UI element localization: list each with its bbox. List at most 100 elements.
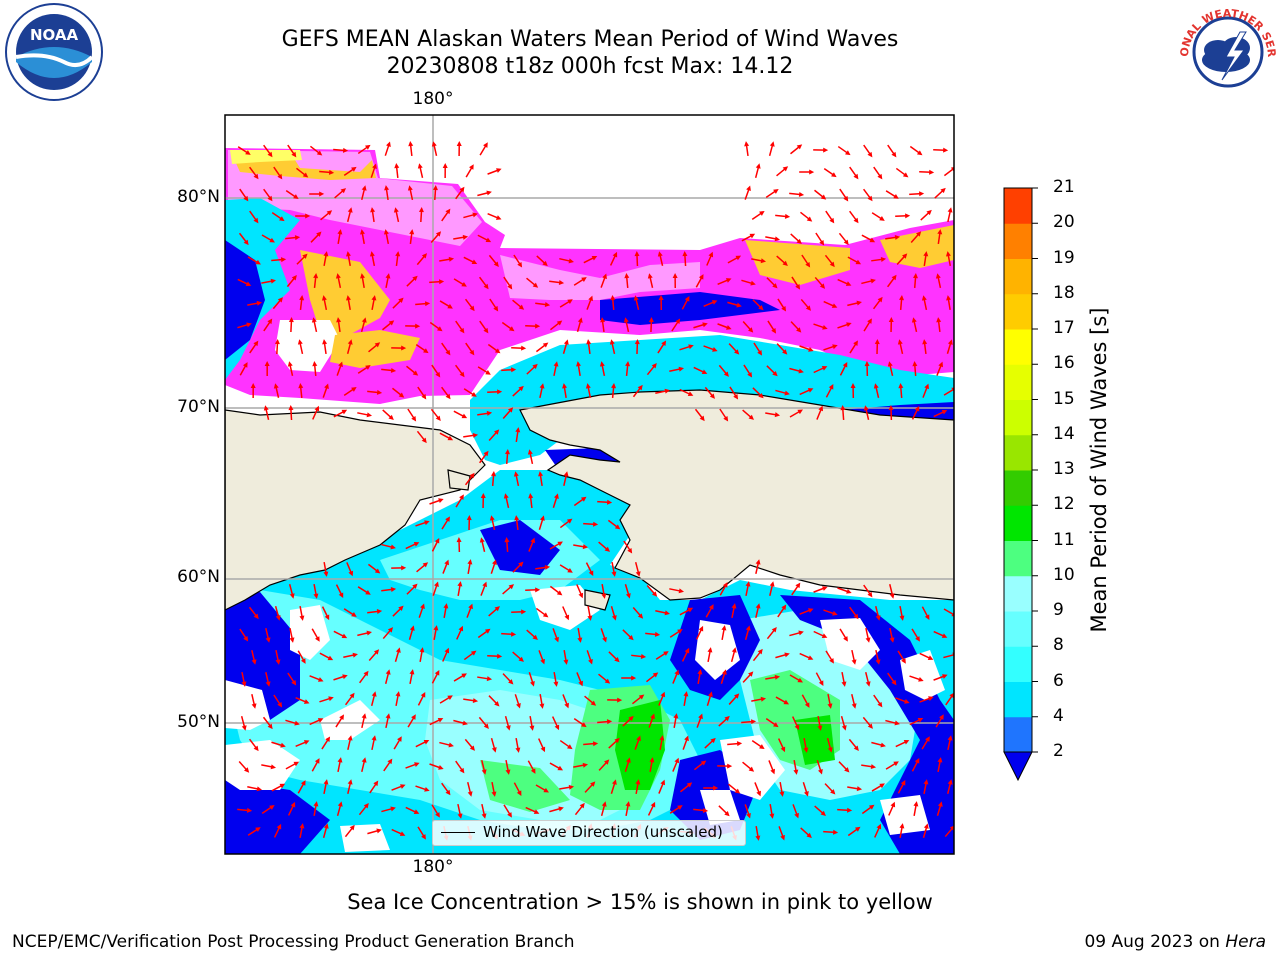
- wind-wave-arrowhead: [846, 322, 852, 328]
- wind-wave-arrowhead: [314, 758, 320, 764]
- wind-wave-arrowhead: [351, 386, 357, 392]
- wind-wave-arrowhead: [316, 150, 323, 156]
- wind-wave-arrowhead: [588, 570, 594, 577]
- wind-wave-arrowhead: [517, 261, 523, 268]
- wind-wave-arrow: [779, 781, 783, 795]
- wind-wave-arrowhead: [923, 779, 929, 785]
- wind-wave-arrowhead: [369, 251, 375, 257]
- colorbar-segment: [1004, 681, 1032, 718]
- wind-wave-arrowhead: [321, 295, 327, 301]
- wind-wave-arrow: [923, 781, 928, 795]
- wind-wave-arrow: [334, 189, 345, 199]
- wind-wave-arrowhead: [424, 301, 431, 307]
- wind-wave-arrow: [573, 544, 586, 548]
- wind-wave-arrowhead: [876, 823, 882, 830]
- wind-wave-arrowhead: [289, 593, 295, 599]
- wind-wave-arrow: [271, 258, 284, 262]
- wind-wave-arrow: [311, 760, 319, 772]
- wind-wave-arrowhead: [539, 515, 545, 521]
- wind-wave-arrowhead: [511, 631, 517, 637]
- wind-wave-arrowhead: [483, 142, 488, 148]
- wind-wave-arrowhead: [708, 604, 714, 610]
- wind-wave-arrow: [289, 627, 294, 641]
- wind-wave-arrowhead: [276, 823, 282, 830]
- wind-wave-arrowhead: [845, 281, 852, 286]
- wind-wave-arrowhead: [401, 565, 407, 571]
- wind-wave-arrow: [295, 697, 308, 703]
- wind-wave-arrowhead: [818, 405, 824, 412]
- wind-wave-arrowhead: [287, 361, 293, 367]
- wind-wave-arrowhead: [945, 251, 951, 257]
- wind-wave-arrowhead: [614, 524, 621, 530]
- wind-wave-arrow: [693, 323, 706, 329]
- wind-wave-arrow: [752, 650, 762, 662]
- wind-wave-arrowhead: [471, 392, 477, 397]
- wind-wave-arrow: [343, 167, 355, 177]
- wind-wave-arrowhead: [420, 691, 426, 698]
- wind-wave-arrow: [669, 630, 681, 638]
- wind-wave-arrow: [729, 386, 738, 398]
- wind-wave-arrowhead: [899, 295, 905, 301]
- wind-wave-arrowhead: [279, 216, 285, 222]
- wind-wave-arrow: [273, 826, 281, 838]
- wind-wave-arrowhead: [263, 405, 269, 411]
- wind-wave-arrowhead: [921, 295, 927, 301]
- wind-wave-arrowhead: [365, 144, 371, 150]
- wind-wave-arrowhead: [250, 383, 256, 389]
- wind-wave-arrowhead: [941, 410, 948, 415]
- wind-wave-arrowhead: [418, 207, 424, 213]
- wind-wave-arrowhead: [315, 636, 320, 642]
- wind-wave-arrowhead: [899, 615, 905, 621]
- wind-wave-arrowhead: [880, 256, 887, 262]
- wind-wave-arrow: [851, 649, 856, 663]
- wind-wave-arrowhead: [939, 714, 944, 720]
- wind-wave-arrow: [237, 146, 249, 154]
- wind-wave-arrow: [453, 410, 465, 418]
- wind-wave-arrowhead: [313, 273, 319, 279]
- wind-wave-arrowhead: [611, 615, 617, 621]
- wind-wave-arrowhead: [807, 655, 814, 660]
- wind-wave-arrowhead: [851, 659, 857, 665]
- wind-wave-arrow: [841, 407, 845, 421]
- wind-wave-arrowhead: [521, 345, 527, 351]
- wind-wave-arrowhead: [809, 169, 815, 175]
- wind-wave-arrowhead: [918, 676, 924, 682]
- wind-wave-arrowhead: [351, 612, 357, 617]
- wind-wave-arrowhead: [280, 257, 287, 263]
- wind-wave-arrowhead: [625, 593, 631, 599]
- wind-wave-arrowhead: [554, 724, 560, 731]
- wind-wave-arrowhead: [469, 472, 475, 479]
- wind-wave-arrowhead: [794, 724, 800, 731]
- wind-wave-arrow: [515, 737, 519, 751]
- wind-wave-arrowhead: [654, 631, 661, 637]
- wind-wave-arrow: [275, 649, 280, 663]
- wind-wave-arrowhead: [637, 384, 643, 391]
- wind-wave-arrowhead: [868, 804, 875, 810]
- wind-wave-arrowhead: [723, 371, 729, 377]
- wind-wave-arrowhead: [241, 725, 247, 731]
- wind-wave-arrowhead: [385, 273, 391, 279]
- wind-wave-arrowhead: [340, 188, 347, 194]
- wind-wave-arrowhead: [466, 515, 472, 521]
- wind-wave-arrow: [789, 674, 801, 682]
- wind-wave-arrowhead: [556, 590, 563, 596]
- wind-wave-arrowhead: [650, 713, 655, 720]
- wind-wave-arrowhead: [724, 810, 730, 817]
- wind-wave-arrow: [816, 408, 823, 420]
- wind-wave-arrowhead: [351, 166, 357, 172]
- wind-wave-arrowhead: [851, 703, 857, 709]
- wind-wave-arrowhead: [515, 747, 521, 753]
- wind-wave-arrow: [769, 803, 773, 817]
- wind-wave-arrow: [261, 280, 274, 284]
- wind-wave-arrow: [525, 806, 537, 814]
- wind-wave-arrowhead: [774, 674, 781, 680]
- colorbar-tick-label: 15: [1053, 388, 1075, 409]
- wind-wave-arrowhead: [927, 655, 934, 660]
- wind-wave-arrow: [477, 412, 490, 416]
- wind-wave-arrowhead: [604, 759, 610, 765]
- wind-wave-arrowhead: [529, 725, 535, 731]
- wind-wave-arrowhead: [317, 718, 324, 723]
- wind-wave-arrowhead: [748, 671, 754, 677]
- wind-wave-arrowhead: [243, 767, 250, 773]
- wind-wave-arrowhead: [698, 274, 704, 280]
